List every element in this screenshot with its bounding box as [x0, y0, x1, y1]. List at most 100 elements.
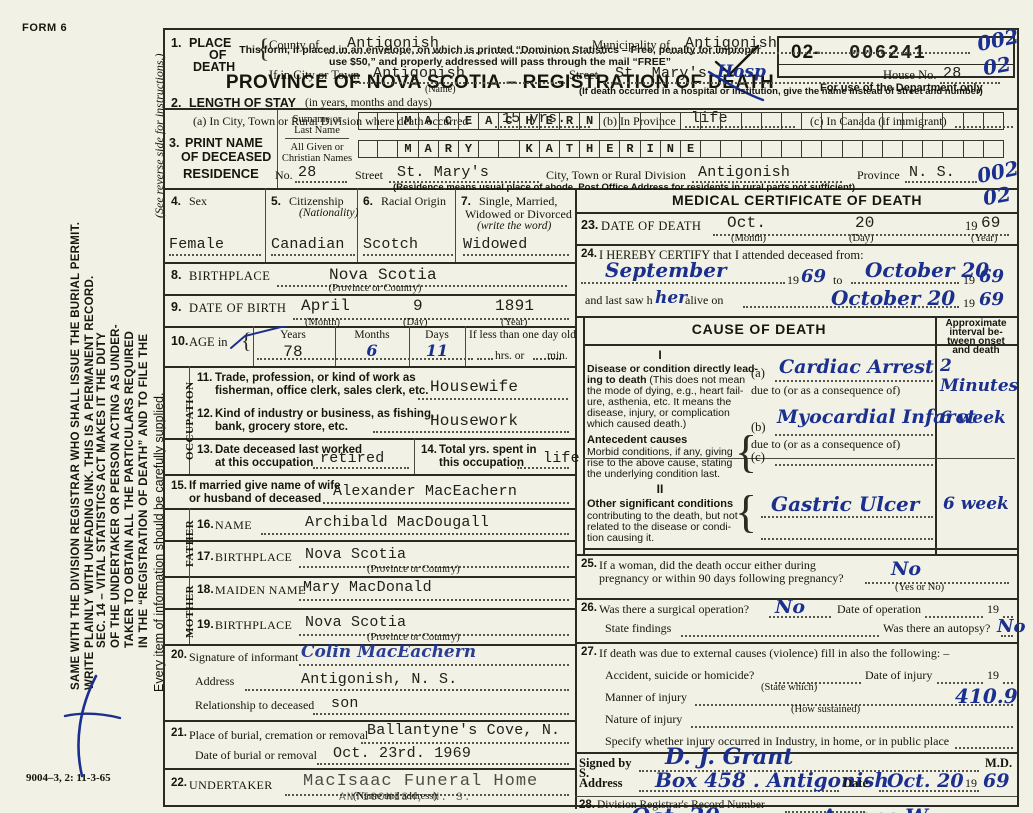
name-letter-cell: [499, 140, 520, 158]
name-letter-cell: [943, 140, 964, 158]
q25-label-line2: pregnancy or within 90 days following pr…: [599, 571, 844, 585]
undertaker-number: 22.: [171, 777, 187, 789]
dob-label: DATE OF BIRTH: [189, 301, 287, 315]
print-name-number: 3.: [169, 136, 180, 150]
certify-to-value: October 20: [865, 258, 990, 282]
place-of-death-number: 1.: [171, 36, 182, 50]
sex-number: 4.: [171, 194, 182, 208]
residence-label: RESIDENCE: [183, 166, 259, 181]
name-letter-cell: [842, 112, 863, 130]
father-side-label: FATHER: [184, 519, 196, 567]
spouse-number: 15.: [171, 480, 187, 492]
burial-place-label: Place of burial, cremation or removal: [189, 728, 369, 742]
q28-label: Division Registrar's Record Number: [597, 799, 765, 811]
mother-maiden-number: 18.: [197, 582, 214, 596]
direct-cause-label-line4: ure, asthenia, etc. It means the: [587, 396, 732, 408]
antecedent-label-line4: the underlying condition last.: [587, 468, 721, 480]
informant-signature-label: Signature of informant: [189, 650, 299, 664]
burial-number: 21.: [171, 727, 187, 739]
q25-sublabel: (Yes or No): [895, 582, 945, 593]
signed-date-year-prefix: 19: [965, 776, 977, 790]
q26-date-label: Date of operation: [837, 602, 921, 616]
racial-origin-value: Scotch: [363, 236, 419, 253]
certify-number: 24.: [581, 248, 597, 260]
certify-label: I HEREBY CERTIFY that I attended decease…: [599, 248, 864, 262]
q11-label-line1: Trade, profession, or kind of work as: [215, 372, 416, 384]
certify-to-year: 69: [979, 266, 1005, 287]
dob-number: 9.: [171, 300, 182, 314]
informant-address-value: Antigonish, N. S.: [301, 671, 458, 688]
name-letter-cell: [378, 112, 399, 130]
father-name-number: 16.: [197, 517, 214, 531]
marital-status-number: 7.: [461, 194, 472, 208]
dod-day-sublabel: (Day): [849, 233, 874, 244]
birthplace-label: BIRTHPLACE: [189, 269, 271, 283]
signed-by-label: Signed by: [579, 756, 632, 770]
name-letter-cell: I: [640, 140, 661, 158]
street-value: St. Mary's: [615, 65, 708, 82]
mother-side-label: MOTHER: [184, 584, 196, 638]
name-letter-cell: [943, 112, 964, 130]
age-years-label: Years: [280, 329, 306, 341]
age-label: AGE in: [189, 335, 228, 349]
q27-manner-sublabel: (How sustained): [791, 704, 861, 715]
informant-signature-value: Colin MacEachern: [301, 642, 477, 662]
q27-manner-label: Manner of injury: [605, 690, 687, 704]
name-letter-cell: C: [499, 112, 520, 130]
dob-day-value: 9: [413, 297, 423, 315]
dob-year-sublabel: (Year): [501, 317, 528, 328]
racial-origin-number: 6.: [363, 194, 374, 208]
dob-month-value: April: [301, 297, 351, 315]
print-name-label-2: OF DECEASED: [181, 150, 272, 164]
name-letter-cell: T: [559, 140, 581, 158]
margin-code-note-1: 002: [974, 23, 1021, 57]
name-letter-cell: E: [539, 112, 560, 130]
side-notice-line5: SAME WITH THE DIVISION REGISTRAR WHO SHA…: [70, 221, 82, 690]
name-letter-cell: [963, 112, 984, 130]
residence-city-label: City, Town or Rural Division: [546, 168, 686, 182]
name-letter-cell: [983, 140, 1004, 158]
direct-cause-label-line5: disease, injury, or complication: [587, 407, 730, 419]
name-letter-cell: [822, 112, 843, 130]
q27-accident-label: Accident, suicide or homicide?: [605, 668, 755, 682]
residence-street-label: Street: [355, 168, 383, 182]
birthplace-sublabel: (Province or Country): [328, 283, 422, 294]
signed-by-value: D. J. Grant: [665, 744, 794, 770]
informant-relationship-label: Relationship to deceased: [195, 698, 315, 712]
name-letter-cell: [983, 112, 1004, 130]
given-label-1: All Given or: [290, 142, 344, 153]
age-minutes-label: min.: [547, 350, 568, 362]
age-number: 10.: [171, 334, 189, 348]
dod-month-value: Oct.: [727, 214, 767, 232]
residence-city-value: Antigonish: [698, 164, 791, 181]
surname-label-1: Surname or: [292, 114, 342, 125]
name-letter-cell: R: [438, 140, 459, 158]
name-letter-cell: [600, 112, 621, 130]
name-letter-cell: M: [398, 112, 419, 130]
name-letter-cell: [923, 140, 944, 158]
q27-date-label: Date of injury: [865, 668, 933, 682]
street-label: Street: [569, 68, 599, 82]
other-conditions-brace-icon: {: [735, 486, 758, 537]
q27-number: 27.: [581, 646, 597, 658]
mother-maiden-label: MAIDEN NAME: [215, 583, 306, 597]
antecedent-label-line2: Morbid conditions, if any, giving: [587, 446, 733, 458]
name-letter-cell: [640, 112, 661, 130]
printing-code: 9004–3, 2: 11-3-65: [26, 772, 111, 784]
q26-surgical-value: No: [775, 596, 806, 618]
spouse-label-line1: If married give name of wife: [189, 480, 341, 492]
name-letter-cell: [479, 140, 500, 158]
q12-value: Housework: [430, 412, 519, 430]
stay-province-label: (b) In Province: [603, 114, 676, 128]
q28-number: 28.: [579, 799, 595, 811]
hospital-underline-mark: [707, 70, 765, 102]
sex-value: Female: [169, 236, 225, 253]
cause-part-ii-label: II: [656, 482, 664, 496]
age-less-than-day-label: If less than one day old: [469, 329, 576, 341]
birthplace-number: 8.: [171, 268, 182, 282]
cause-a-due-to-label: due to (or as a consequence of): [751, 383, 901, 397]
q27-specify-label: Specify whether injury occurred in Indus…: [605, 734, 950, 748]
name-letter-cell: [741, 112, 762, 130]
name-letter-cell: [781, 112, 803, 130]
marital-status-value: Widowed: [463, 236, 528, 253]
